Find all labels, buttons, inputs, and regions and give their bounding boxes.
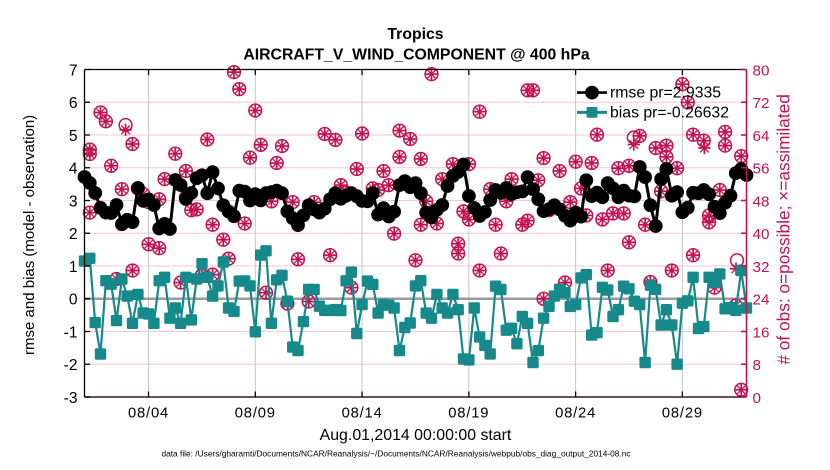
svg-text:72: 72 (753, 95, 770, 112)
svg-text:64: 64 (753, 128, 770, 145)
svg-text:-3: -3 (64, 390, 78, 407)
svg-text:# of obs: o=possible; ×=assimi: # of obs: o=possible; ×=assimilated (774, 94, 794, 364)
svg-text:56: 56 (753, 161, 770, 178)
svg-text:rmse pr=2.9335: rmse pr=2.9335 (610, 85, 721, 102)
svg-text:data file: /Users/gharamti/Doc: data file: /Users/gharamti/Documents/NCA… (161, 449, 630, 459)
svg-text:bias pr=-0.26632: bias pr=-0.26632 (610, 104, 729, 121)
svg-text:0: 0 (753, 390, 761, 407)
svg-text:32: 32 (753, 259, 770, 276)
svg-text:3: 3 (69, 193, 78, 210)
svg-text:08/29: 08/29 (662, 406, 703, 422)
svg-text:5: 5 (69, 128, 78, 145)
svg-text:08/14: 08/14 (342, 406, 383, 422)
svg-text:16: 16 (753, 324, 770, 341)
svg-text:rmse and bias (model - observa: rmse and bias (model - observation) (21, 115, 38, 355)
svg-text:6: 6 (69, 95, 78, 112)
svg-text:0: 0 (69, 292, 78, 309)
svg-text:08/24: 08/24 (555, 406, 596, 422)
svg-text:-1: -1 (64, 324, 78, 341)
svg-text:48: 48 (753, 193, 770, 210)
svg-text:8: 8 (753, 357, 761, 374)
svg-text:-2: -2 (64, 357, 78, 374)
svg-text:40: 40 (753, 226, 770, 243)
svg-text:7: 7 (69, 62, 78, 79)
svg-text:2: 2 (69, 226, 78, 243)
svg-text:08/09: 08/09 (235, 406, 276, 422)
svg-text:1: 1 (69, 259, 78, 276)
svg-text:08/19: 08/19 (448, 406, 489, 422)
svg-text:AIRCRAFT_V_WIND_COMPONENT @ 40: AIRCRAFT_V_WIND_COMPONENT @ 400 hPa (243, 47, 590, 64)
svg-text:24: 24 (753, 292, 770, 309)
svg-text:Tropics: Tropics (387, 26, 443, 43)
svg-text:Aug.01,2014 00:00:00 start: Aug.01,2014 00:00:00 start (320, 427, 512, 444)
svg-text:80: 80 (753, 62, 770, 79)
svg-text:08/04: 08/04 (128, 406, 169, 422)
svg-text:4: 4 (69, 161, 78, 178)
